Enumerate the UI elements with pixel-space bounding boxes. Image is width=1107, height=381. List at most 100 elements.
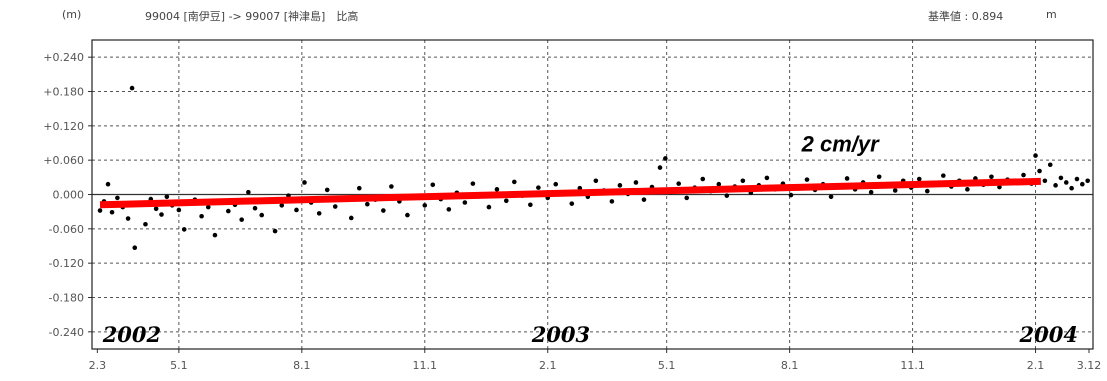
trend-line [100,181,1041,204]
data-point [642,197,647,202]
y-tick-label: +0.060 [43,154,84,167]
data-point [325,188,330,193]
data-point [536,185,541,190]
data-point [349,216,354,221]
data-point [917,177,922,182]
x-tick-label: 11.1 [900,359,925,372]
data-point [365,202,370,207]
y-tick-label: +0.180 [43,86,84,99]
data-point [663,156,668,161]
data-point [302,180,307,185]
data-point [357,186,362,191]
x-tick-label: 3.12 [1077,359,1102,372]
year-label: 2003 [531,322,590,347]
data-point [333,204,338,209]
data-point [512,180,517,185]
y-tick-label: 0.000 [53,189,85,202]
data-point [165,194,170,199]
data-point [253,206,258,211]
data-point [989,174,994,179]
data-point [893,188,898,193]
data-point [259,213,264,218]
data-point [925,189,930,194]
data-point [610,199,615,204]
data-point [239,217,244,222]
data-point [381,208,386,213]
x-tick-label: 2.3 [89,359,107,372]
data-points [98,86,1090,250]
data-point [569,201,574,206]
data-point [273,229,278,234]
data-point [182,227,187,232]
data-point [213,233,218,238]
data-point [246,190,251,195]
data-point [1043,178,1048,183]
data-point [294,208,299,213]
y-tick-label: -0.180 [49,292,84,305]
data-point [725,193,730,198]
y-tick-label: -0.120 [49,257,84,270]
year-label: 2004 [1018,322,1077,347]
data-point [741,178,746,183]
data-point [199,214,204,219]
data-point [789,193,794,198]
data-point [765,176,770,181]
x-tick-label: 2.1 [1027,359,1045,372]
data-point [684,196,689,201]
data-point [317,211,322,216]
data-point [869,190,874,195]
data-point [159,212,164,217]
x-tick-label: 8.1 [293,359,311,372]
data-point [126,216,131,221]
x-tick-label: 5.1 [658,359,676,372]
x-tick-label: 5.1 [170,359,188,372]
chart-labels: +0.240+0.180+0.120+0.0600.000-0.060-0.12… [43,51,1101,372]
data-point [98,208,103,213]
data-point [676,181,681,186]
data-point [132,245,137,250]
data-point [1085,178,1090,183]
data-point [594,178,599,183]
grid [88,40,1093,353]
data-point [405,213,410,218]
x-tick-label: 2.1 [539,359,557,372]
data-point [1037,169,1042,174]
x-tick-label: 11.1 [413,359,438,372]
year-label: 2002 [102,322,161,347]
data-point [1064,180,1069,185]
x-tick-label: 8.1 [781,359,799,372]
data-point [487,205,492,210]
data-point [226,209,231,214]
data-point [1048,162,1053,167]
data-point [829,194,834,199]
data-point [143,222,148,227]
data-point [1075,177,1080,182]
data-point [463,200,468,205]
y-tick-label: -0.240 [49,326,84,339]
data-point [1033,153,1038,158]
data-point [553,182,558,187]
data-point [130,86,135,91]
data-point [106,182,111,187]
data-point [634,180,639,185]
data-point [504,198,509,203]
data-point [845,176,850,181]
data-point [115,196,120,201]
data-point [389,184,394,189]
data-point [471,181,476,186]
data-point [1080,182,1085,187]
y-tick-label: -0.060 [49,223,84,236]
data-point [1069,186,1074,191]
data-point [1053,183,1058,188]
data-point [941,173,946,178]
data-point [422,203,427,208]
data-point [618,183,623,188]
data-point [528,203,533,208]
data-point [658,165,663,170]
rate-annotation: 2 cm/yr [801,132,880,157]
data-point [716,182,721,187]
y-tick-label: +0.120 [43,120,84,133]
trend-line-group [100,181,1041,204]
data-point [877,174,882,179]
